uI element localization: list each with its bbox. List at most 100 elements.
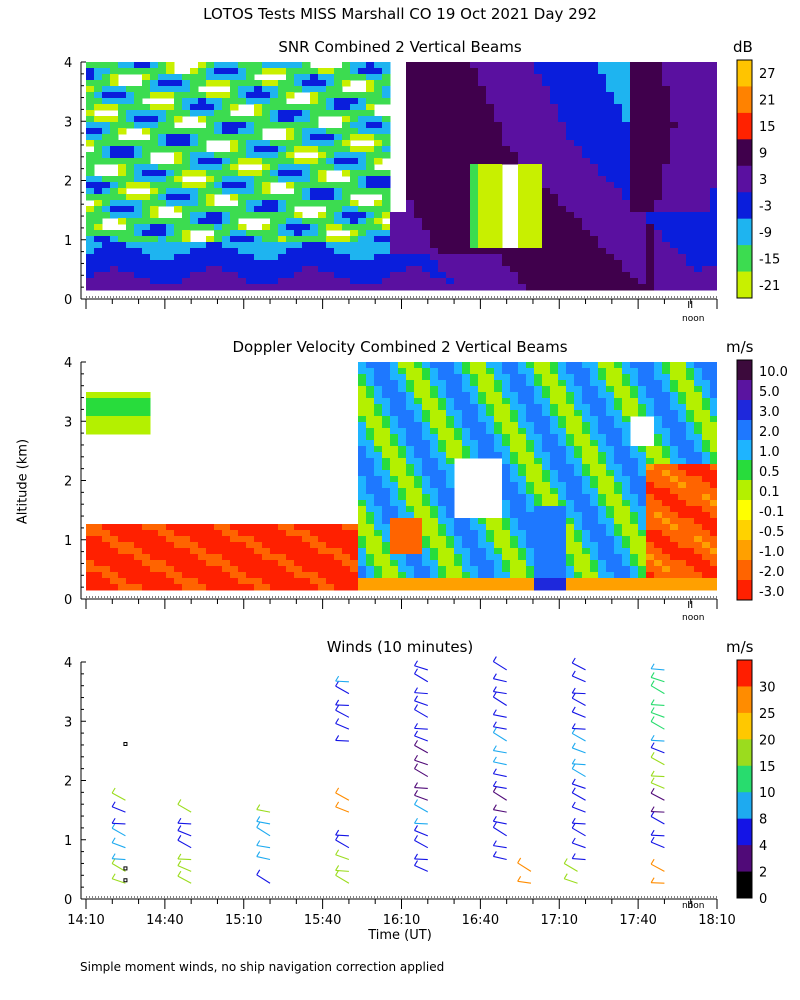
doppler-cell <box>462 578 471 585</box>
snr-cell <box>694 116 703 123</box>
doppler-cell <box>510 512 519 519</box>
snr-cell <box>406 68 415 75</box>
doppler-cell <box>542 452 551 459</box>
doppler-cell <box>102 524 111 531</box>
doppler-cell <box>414 392 423 399</box>
doppler-cell <box>374 572 383 579</box>
snr-cell <box>614 92 623 99</box>
doppler-cell <box>526 524 535 531</box>
doppler-cell <box>710 560 717 567</box>
doppler-cell <box>526 362 535 369</box>
snr-cell <box>102 278 111 285</box>
doppler-cell <box>390 458 399 465</box>
snr-cell <box>526 188 535 195</box>
doppler-cell <box>270 566 279 573</box>
snr-cell <box>638 230 647 237</box>
doppler-cell <box>86 530 95 537</box>
snr-cell <box>174 266 183 273</box>
snr-cell <box>454 92 463 99</box>
snr-cell <box>86 278 95 285</box>
snr-cell <box>406 260 415 267</box>
doppler-cell <box>558 530 567 537</box>
doppler-cell <box>678 548 687 555</box>
snr-cell <box>414 254 423 261</box>
doppler-cell <box>422 440 431 447</box>
snr-cell <box>358 170 367 177</box>
snr-cell <box>302 164 311 171</box>
snr-cell <box>582 212 591 219</box>
doppler-cell <box>470 416 479 423</box>
snr-cell <box>550 218 559 225</box>
snr-cell <box>606 80 615 87</box>
snr-cell <box>454 140 463 147</box>
snr-cell <box>598 170 607 177</box>
doppler-cell <box>686 578 695 585</box>
snr-cell <box>710 128 717 135</box>
doppler-cell <box>574 398 583 405</box>
snr-cell <box>558 272 567 279</box>
doppler-cell <box>662 362 671 369</box>
doppler-cell <box>102 530 111 537</box>
snr-cell <box>142 230 151 237</box>
snr-cell <box>478 182 487 189</box>
snr-cell <box>422 116 431 123</box>
doppler-cell <box>510 518 519 525</box>
doppler-cell <box>310 536 319 543</box>
doppler-cell <box>158 542 167 549</box>
snr-cell <box>462 116 471 123</box>
doppler-cell <box>518 572 527 579</box>
snr-cell <box>310 134 319 141</box>
snr-cell <box>702 164 711 171</box>
doppler-cell <box>198 536 207 543</box>
snr-cell <box>238 272 247 279</box>
snr-cell <box>182 110 191 117</box>
doppler-cell <box>574 386 583 393</box>
doppler-cell <box>414 374 423 381</box>
wind-barb <box>177 822 192 825</box>
snr-cell <box>438 254 447 261</box>
snr-cell <box>214 272 223 279</box>
snr-cell <box>614 212 623 219</box>
doppler-cell <box>454 578 463 585</box>
doppler-cell <box>566 422 575 429</box>
doppler-cell <box>654 464 663 471</box>
snr-cell <box>710 164 717 171</box>
wind-barb-flag <box>492 727 497 733</box>
snr-cell <box>598 206 607 213</box>
doppler-cell <box>158 524 167 531</box>
doppler-cell <box>246 584 255 591</box>
doppler-cell <box>134 566 143 573</box>
snr-cell <box>654 260 663 267</box>
snr-cell <box>582 158 591 165</box>
doppler-cell <box>518 404 527 411</box>
doppler-cell <box>678 392 687 399</box>
snr-cell <box>414 158 423 165</box>
doppler-cell <box>110 428 119 435</box>
doppler-cell <box>230 578 239 585</box>
doppler-cell <box>390 404 399 411</box>
snr-cell <box>150 170 159 177</box>
doppler-cell <box>558 512 567 519</box>
snr-cell <box>118 272 127 279</box>
snr-cell <box>486 212 495 219</box>
doppler-cell <box>686 440 695 447</box>
doppler-cell <box>678 422 687 429</box>
doppler-cell <box>358 530 367 537</box>
snr-cell <box>630 68 639 75</box>
snr-cell <box>318 152 327 159</box>
doppler-cell <box>694 512 703 519</box>
doppler-cell <box>590 392 599 399</box>
doppler-cell <box>342 578 351 585</box>
doppler-cell <box>470 560 479 567</box>
snr-cell <box>470 284 479 291</box>
doppler-cell <box>422 362 431 369</box>
snr-cell <box>110 200 119 207</box>
doppler-cell <box>606 488 615 495</box>
doppler-cell <box>118 416 127 423</box>
doppler-cell <box>470 398 479 405</box>
doppler-cell <box>606 464 615 471</box>
snr-cell <box>518 194 527 201</box>
snr-cell <box>654 218 663 225</box>
snr-cell <box>350 116 359 123</box>
snr-cell <box>422 80 431 87</box>
